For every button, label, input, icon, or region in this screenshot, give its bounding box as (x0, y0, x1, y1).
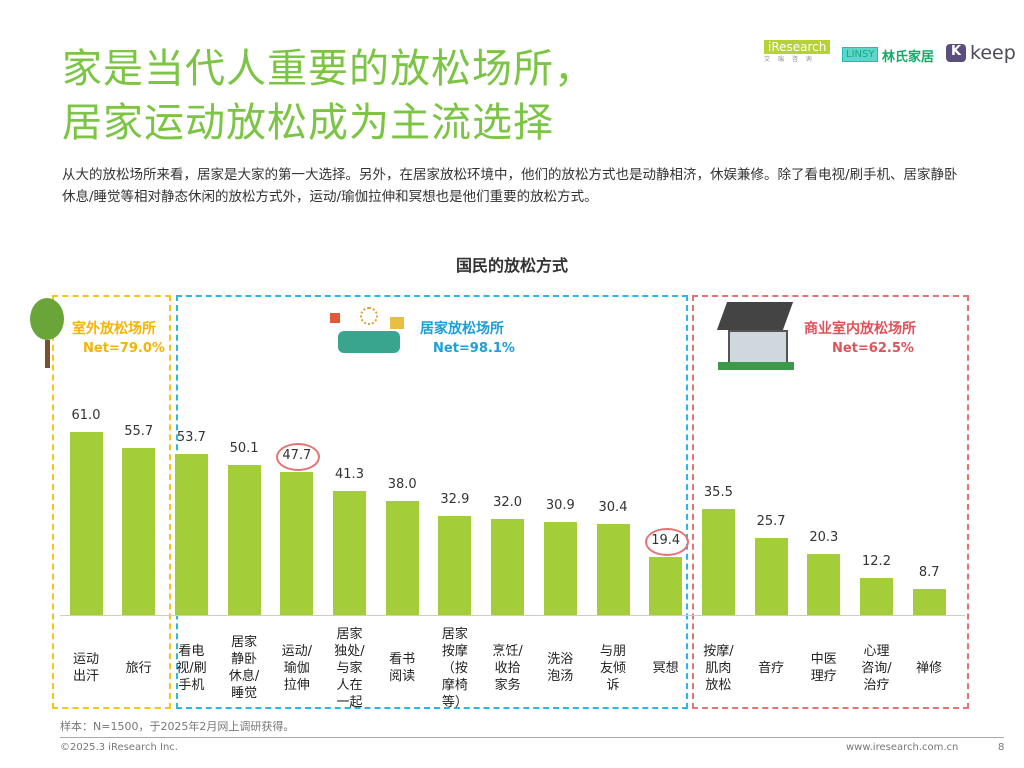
keep-k-icon: K (946, 44, 966, 62)
category-label: 与朋 友倾 诉 (599, 643, 626, 693)
sample-note: 样本：N=1500，于2025年2月网上调研获得。 (60, 720, 295, 733)
group-net-home: Net=98.1% (433, 341, 515, 356)
store-building-icon (714, 296, 798, 376)
bar (174, 453, 208, 615)
data-label: 61.0 (71, 408, 101, 423)
group-label-home: 居家放松场所 (420, 321, 504, 337)
category-label: 洗浴 泡汤 (547, 652, 574, 684)
category-label: 音疗 (758, 660, 785, 676)
tree-icon (30, 298, 64, 368)
bar (754, 537, 788, 615)
category-label: 按摩/ 肌肉 放松 (703, 643, 734, 693)
data-label: 8.7 (918, 564, 940, 580)
bar (280, 471, 314, 615)
data-label: 30.9 (545, 498, 575, 514)
chart-title: 国民的放松方式 (455, 256, 568, 275)
category-label: 运动 出汗 (72, 652, 99, 684)
iresearch-text: iResearch (764, 40, 831, 54)
data-label: 50.1 (229, 440, 259, 456)
footer-divider (60, 737, 1004, 738)
bar (69, 432, 103, 615)
category-label: 禅修 (916, 660, 943, 676)
bar (649, 556, 683, 615)
category-label: 居家 独处/ 与家 人在 一起 (334, 626, 365, 710)
iresearch-logo: iResearch 艾 瑞 咨 询 (764, 40, 831, 63)
bar (543, 522, 577, 615)
bar (491, 519, 525, 615)
copyright: ©2025.3 iResearch Inc. (60, 742, 178, 753)
category-label: 居家 按摩 （按 摩椅 等） (441, 626, 468, 710)
group-net-outdoor: Net=79.0% (83, 341, 165, 356)
description: 从大的放松场所来看，居家是大家的第一大选择。另外，在居家放松环境中，他们的放松方… (62, 167, 958, 205)
bar (596, 523, 630, 615)
linsy-cn-logo: 林氏家居 (882, 50, 935, 65)
group-net-commercial: Net=62.5% (832, 341, 914, 356)
bar (912, 588, 946, 615)
data-label: 55.7 (124, 423, 154, 439)
bar (122, 447, 156, 615)
page-title: 家是当代人重要的放松场所， 居家运动放松成为主流选择 (62, 42, 595, 150)
data-label: 32.9 (440, 492, 470, 508)
category-label: 看电 视/刷 手机 (176, 643, 207, 693)
data-label: 12.2 (862, 554, 891, 570)
keep-logo: keep (970, 42, 1016, 64)
data-label: 32.0 (493, 495, 523, 510)
data-label: 20.3 (809, 530, 839, 546)
category-label: 中医 理疗 (810, 652, 837, 684)
group-label-outdoor: 室外放松场所 (72, 321, 156, 337)
group-label-commercial: 商业室内放松场所 (804, 321, 916, 337)
data-label: 25.7 (756, 513, 786, 529)
bar (701, 508, 735, 615)
bar (438, 516, 472, 615)
bar (807, 554, 841, 615)
footer-url: www.iresearch.com.cn (846, 742, 959, 753)
category-label: 烹饪/ 收拾 家务 (492, 643, 523, 693)
highlight-circle (644, 527, 689, 556)
bar (333, 491, 366, 615)
group-box-commercial (692, 295, 969, 709)
category-label: 旅行 (125, 660, 152, 676)
highlight-circle (275, 442, 320, 471)
linsy-logo: LINSY (842, 47, 879, 62)
category-label: 冥想 (652, 660, 679, 676)
group-box-outdoor (52, 295, 171, 709)
data-label: 30.4 (598, 499, 628, 515)
category-label: 运动/ 瑜伽 拉伸 (281, 643, 312, 693)
data-label: 41.3 (335, 467, 364, 483)
bar (227, 464, 261, 615)
x-axis-line (60, 615, 965, 616)
bar (860, 578, 893, 615)
title-line-1: 家是当代人重要的放松场所， (62, 46, 595, 92)
bar (385, 501, 419, 615)
living-room-icon (330, 305, 408, 357)
category-label: 居家 静卧 休息/ 睡觉 (228, 635, 260, 701)
data-label: 35.5 (703, 484, 733, 500)
data-label: 53.7 (176, 429, 206, 445)
category-label: 心理 咨询/ 治疗 (861, 643, 892, 693)
page-number: 8 (998, 742, 1005, 753)
iresearch-sub: 艾 瑞 咨 询 (764, 56, 815, 63)
category-label: 看书 阅读 (389, 652, 416, 684)
data-label: 38.0 (387, 477, 417, 492)
title-line-2: 居家运动放松成为主流选择 (62, 100, 554, 146)
